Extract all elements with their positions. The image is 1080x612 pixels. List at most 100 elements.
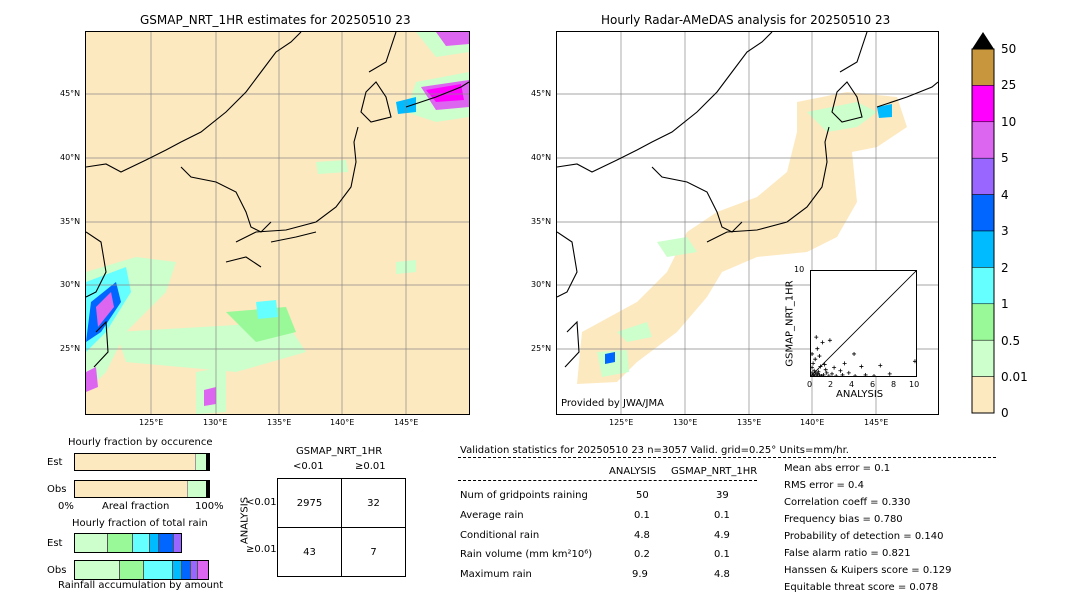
validation-subdivider [458,480,757,481]
scatter-xtick: 0 [807,380,813,389]
right-lon-label: 130°E [673,418,698,427]
scatter-point [840,372,845,377]
obs-dry-fraction [75,481,188,497]
scatter-point [810,370,815,375]
scatter-xtick: 10 [909,380,920,389]
scatter-ylabel: GSMAP_NRT_1HR [784,280,796,367]
colorbar-box [971,339,995,377]
left-lat-label: 35°N [60,217,81,226]
scatter-point [822,362,827,367]
contingency-cell: 7 [341,527,406,577]
left-lon-label: 130°E [203,418,228,427]
scatter-point [832,365,837,370]
validation-row-label: Conditional rain [460,530,540,541]
obs-segment [75,561,121,579]
scatter-inset [810,270,917,378]
right-lon-label: 140°E [800,418,825,427]
contingency-cell: 32 [341,478,406,528]
scatter-ytick: 10 [794,265,805,274]
validation-row-analysis: 0.2 [634,549,650,560]
left-map [85,31,470,415]
left-lat-label: 25°N [60,344,81,353]
occurrence-axis-mid: Areal fraction [102,501,170,512]
colorbar-label: 0 [1001,406,1009,420]
score-line: Equitable threat score = 0.078 [784,582,939,593]
est-segment [173,534,181,552]
scatter-point [815,346,820,351]
right-lon-label: 135°E [737,418,762,427]
score-line: False alarm ratio = 0.821 [784,548,911,559]
obs-segment [120,561,145,579]
occurrence-obs-label: Obs [47,484,67,495]
est-segment [149,534,159,552]
colorbar-label: 0.01 [1001,370,1028,384]
left-lat-label: 45°N [60,89,81,98]
validation-row-analysis: 50 [636,490,649,501]
est-segment [158,534,174,552]
left-lon-label: 145°E [394,418,419,427]
validation-row-label: Maximum rain [460,569,532,580]
obs-segment [197,561,208,579]
scatter-point [859,364,864,369]
est-light-fraction [195,454,207,470]
scatter-point [816,369,821,374]
scatter-point [813,357,818,362]
right-lat-label: 30°N [531,280,552,289]
est-heavy-fraction [206,454,209,470]
validation-row-analysis: 4.8 [634,530,650,541]
occurrence-axis-left: 0% [58,501,74,512]
scatter-point [852,351,857,356]
colorbar-label: 4 [1001,188,1009,202]
obs-light-fraction [187,481,207,497]
scatter-point [812,368,817,373]
validation-row-gsmap: 0.1 [714,549,730,560]
scatter-point [818,364,823,369]
validation-row-analysis: 9.9 [632,569,648,580]
left-lat-label: 30°N [60,280,81,289]
total-rain-est-bar [74,533,182,553]
right-lat-label: 40°N [531,153,552,162]
colorbar-label: 10 [1001,115,1017,129]
occurrence-axis-right: 100% [195,501,224,512]
contingency-col-ge: ≥0.01 [355,461,386,472]
colorbar-box [971,303,995,341]
scatter-xtick: 8 [891,380,897,389]
left-lon-label: 125°E [139,418,164,427]
scatter-point [810,365,815,370]
contingency-table: 2975 32 43 7 [277,478,406,577]
colorbar-box [971,157,995,195]
right-lon-label: 145°E [864,418,889,427]
total-rain-footer: Rainfall accumulation by amount [58,580,224,591]
est-segment [108,534,133,552]
validation-col-gsmap: GSMAP_NRT_1HR [671,466,758,477]
scatter-point [842,361,847,366]
colorbar-label: 25 [1001,78,1017,92]
score-line: Correlation coeff = 0.330 [784,497,911,508]
scatter-xtick: 6 [870,380,876,389]
est-segment [132,534,150,552]
scatter-point [820,340,825,345]
colorbar-box [971,194,995,232]
validation-row-gsmap: 4.8 [714,569,730,580]
score-line: Hanssen & Kuipers score = 0.129 [784,565,952,576]
est-segment [75,534,109,552]
scatter-point [815,371,820,376]
scatter-point [823,367,828,372]
scatter-point [887,371,892,376]
scatter-xtick: 2 [828,380,834,389]
colorbar-box [971,85,995,123]
colorbar-label: 1 [1001,297,1009,311]
validation-row-gsmap: 0.1 [714,510,730,521]
right-map-title: Hourly Radar-AMeDAS analysis for 2025051… [601,13,891,27]
contingency-cell: 43 [277,527,342,577]
scatter-point [834,374,839,378]
colorbar-box [971,48,995,86]
score-line: Frequency bias = 0.780 [784,514,903,525]
provider-credit: Provided by JWA/JMA [561,398,664,409]
colorbar-label: 50 [1001,42,1017,56]
scatter-point [878,363,883,368]
validation-row-analysis: 0.1 [634,510,650,521]
obs-heavy-fraction [206,481,209,497]
left-map-canvas [86,32,469,414]
colorbar-box [971,376,995,414]
